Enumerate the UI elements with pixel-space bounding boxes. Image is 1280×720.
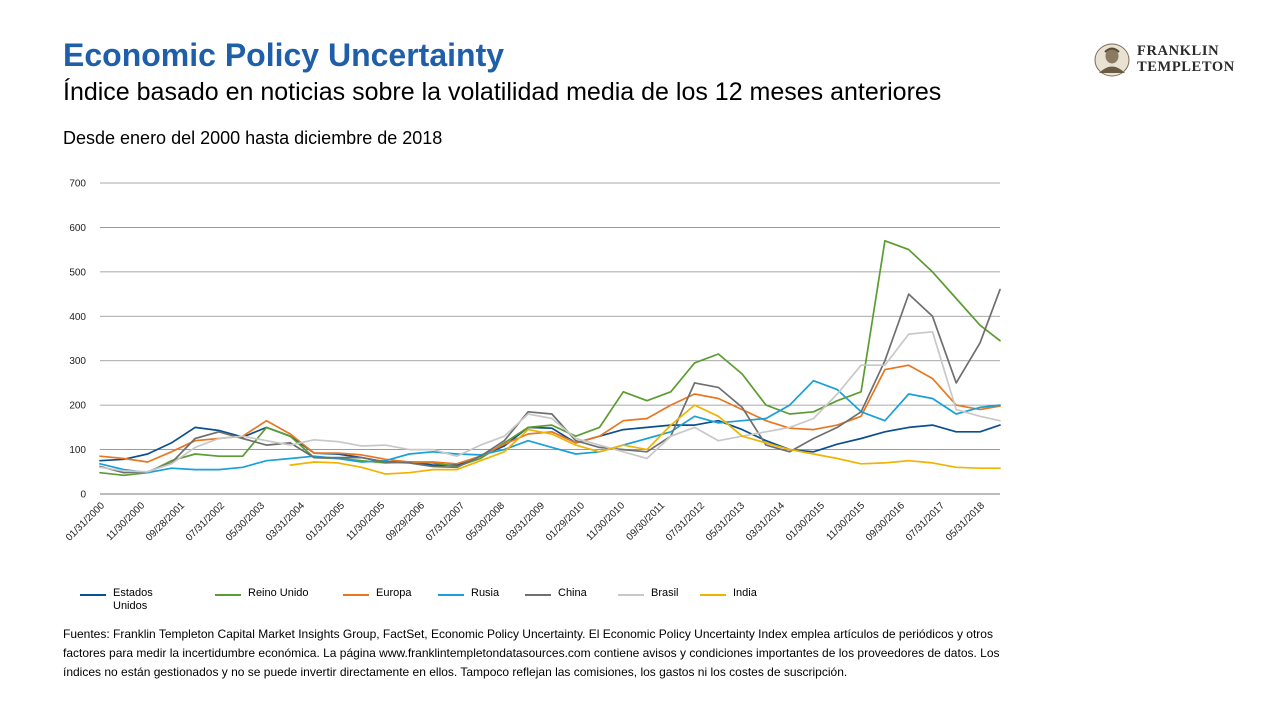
x-tick-label: 01/30/2015 xyxy=(784,500,827,543)
x-tick-label: 03/31/2009 xyxy=(504,500,547,543)
x-tick-label: 07/31/2012 xyxy=(664,500,707,543)
chart-title: Economic Policy Uncertainty xyxy=(63,37,505,73)
legend-label: Estados Unidos xyxy=(113,587,153,612)
x-tick-label: 05/31/2013 xyxy=(704,500,747,543)
x-tick-label: 01/31/2005 xyxy=(304,500,347,543)
y-tick-label: 200 xyxy=(69,401,86,412)
y-tick-label: 300 xyxy=(69,356,86,367)
line-chart: 010020030040050060070001/31/200011/30/20… xyxy=(64,179,1001,544)
x-tick-label: 03/31/2004 xyxy=(264,500,307,543)
x-tick-label: 05/30/2008 xyxy=(464,500,507,543)
x-tick-label: 05/31/2018 xyxy=(944,500,987,543)
y-tick-label: 0 xyxy=(80,490,86,501)
y-tick-label: 400 xyxy=(69,312,86,323)
sources-footnote: Fuentes: Franklin Templeton Capital Mark… xyxy=(63,627,1000,679)
franklin-templeton-logo: FRANKLIN TEMPLETON xyxy=(1093,43,1243,77)
series-line-rusia xyxy=(99,379,1001,474)
legend-swatch xyxy=(700,594,726,596)
legend-swatch xyxy=(343,594,369,596)
series-line-estados-unidos xyxy=(99,419,1001,466)
legend-swatch xyxy=(215,594,241,596)
x-tick-label: 09/30/2011 xyxy=(624,500,667,543)
series-line-india xyxy=(289,404,1001,475)
series-line-china xyxy=(99,288,1001,474)
series-line-brasil xyxy=(99,330,1001,473)
chart-legend: Estados Unidos Reino Unido Europa Rusia Chin… xyxy=(80,586,1040,620)
legend-swatch xyxy=(80,594,106,596)
x-tick-label: 11/30/2015 xyxy=(824,500,867,543)
logo-line-2: TEMPLETON xyxy=(1137,59,1235,75)
y-tick-label: 600 xyxy=(69,223,86,234)
x-tick-label: 01/29/2010 xyxy=(544,500,587,543)
x-tick-label: 11/30/2005 xyxy=(344,500,387,543)
date-range-caption: Desde enero del 2000 hasta diciembre de … xyxy=(63,128,443,148)
y-tick-label: 700 xyxy=(69,179,86,190)
x-tick-label: 07/31/2002 xyxy=(184,500,227,543)
x-tick-label: 05/30/2003 xyxy=(224,500,267,543)
legend-label: Reino Unido xyxy=(248,587,309,599)
legend-swatch xyxy=(618,594,644,596)
series-line-europa xyxy=(99,364,1001,465)
x-tick-label: 09/30/2016 xyxy=(864,500,907,543)
y-tick-label: 500 xyxy=(69,267,86,278)
legend-label: Rusia xyxy=(471,587,500,599)
x-tick-label: 11/30/2010 xyxy=(584,500,627,543)
x-tick-label: 09/28/2001 xyxy=(144,500,187,543)
portrait-icon xyxy=(1094,43,1130,77)
chart-subtitle: Índice basado en noticias sobre la volat… xyxy=(63,78,942,106)
x-tick-label: 07/31/2007 xyxy=(424,500,467,543)
y-tick-label: 100 xyxy=(69,445,86,456)
x-tick-label: 11/30/2000 xyxy=(104,500,147,543)
legend-label: Europa xyxy=(376,587,412,599)
x-tick-label: 01/31/2000 xyxy=(64,500,107,543)
legend-label: Brasil xyxy=(651,587,679,599)
legend-swatch xyxy=(525,594,551,596)
legend-swatch xyxy=(438,594,464,596)
series-line-reino-unido xyxy=(99,239,1001,477)
logo-line-1: FRANKLIN xyxy=(1137,43,1220,59)
x-tick-label: 09/29/2006 xyxy=(384,500,427,543)
x-tick-label: 07/31/2017 xyxy=(904,500,947,543)
legend-label: India xyxy=(733,587,757,599)
x-tick-label: 03/31/2014 xyxy=(744,500,787,543)
legend-label: China xyxy=(558,587,587,599)
logo-text: FRANKLIN TEMPLETON xyxy=(1137,43,1235,75)
